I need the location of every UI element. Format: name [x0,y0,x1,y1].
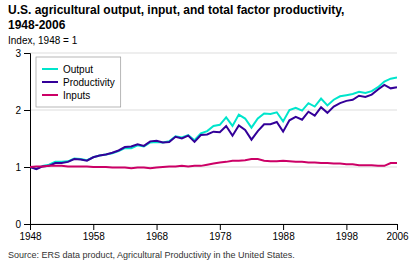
legend-swatch [42,94,58,96]
x-tick-mark [220,224,221,230]
x-axis: 1948 1958 1968 1978 1988 1998 2006 [19,224,409,242]
x-tick-mark [157,224,158,230]
grid-line [30,110,397,111]
grid [30,53,397,224]
y-tick-mark [24,53,30,54]
y-tick-label: 0 [15,219,21,230]
y-axis-label: Index, 1948 = 1 [8,35,78,46]
y-tick: 3 [15,48,30,59]
x-tick-label: 1958 [83,231,106,242]
legend-swatch [42,68,58,70]
y-axis-line [24,54,31,225]
legend-item: Inputs [42,90,90,101]
x-tick: 1968 [146,224,169,242]
legend-swatch [42,81,58,83]
legend: Output Productivity Inputs [36,57,121,107]
y-tick-mark [24,167,30,168]
legend-box [36,57,121,107]
grid-line [30,53,397,54]
legend-item: Output [42,64,93,75]
y-tick-label: 2 [15,105,21,116]
x-tick: 2006 [386,224,409,242]
x-tick-label: 1948 [19,231,42,242]
chart: U.S. agricultural output, input, and tot… [0,0,413,266]
x-axis-line [31,225,398,231]
legend-label: Output [63,64,93,75]
line-series [30,78,397,169]
plot: 1948 1958 1968 1978 1988 1998 2006 0 1 2 3 Output Pr… [15,48,409,242]
x-tick: 1978 [209,224,232,242]
title: U.S. agricultural output, input, and tot… [8,3,344,32]
x-tick-mark [397,224,398,230]
x-tick: 1988 [272,224,295,242]
y-tick: 2 [15,105,30,116]
legend-label: Inputs [63,90,90,101]
y-tick-label: 1 [15,162,21,173]
legend-items: Output Productivity Inputs [42,64,115,101]
x-tick-label: 1968 [146,231,169,242]
x-tick-mark [346,224,347,230]
line-series [30,159,397,168]
source: Source: ERS data product, Agricultural P… [8,250,295,260]
x-tick-label: 2006 [386,231,409,242]
title-line: 1948-2006 [8,18,66,32]
title-line: U.S. agricultural output, input, and tot… [8,3,344,17]
y-tick: 0 [15,219,30,230]
legend-item: Productivity [42,77,115,88]
x-tick-label: 1988 [272,231,295,242]
lines [30,78,397,170]
y-tick-mark [24,110,30,111]
line-series [30,85,397,169]
x-tick: 1958 [83,224,106,242]
x-tick-label: 1978 [209,231,232,242]
y-axis: 0 1 2 3 [15,48,30,230]
x-tick-label: 1998 [336,231,359,242]
y-tick-mark [24,224,30,225]
legend-label: Productivity [63,77,115,88]
x-tick: 1948 [19,224,42,242]
y-tick-label: 3 [15,48,21,59]
x-tick: 1998 [336,224,359,242]
x-tick-mark [93,224,94,230]
y-tick: 1 [15,162,30,173]
x-tick-mark [283,224,284,230]
